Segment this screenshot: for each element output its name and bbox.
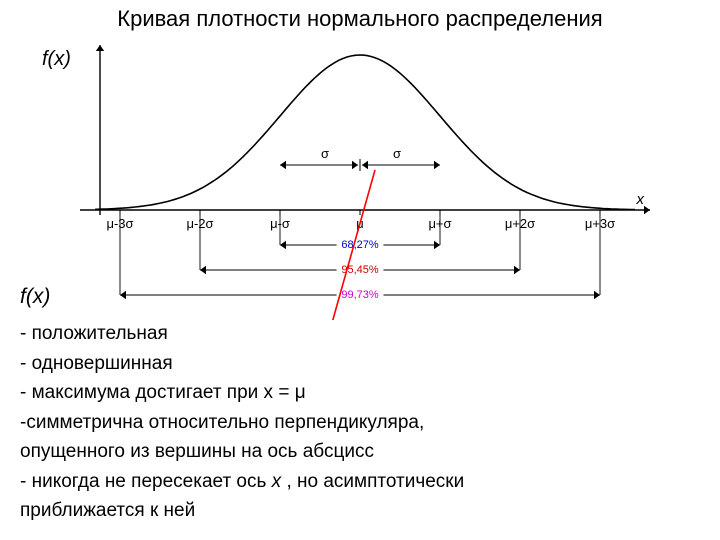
- bullet-asymptote-b: , но асимптотически: [281, 471, 464, 492]
- bullet-positive: - положительная: [20, 320, 700, 348]
- svg-text:σ: σ: [393, 146, 401, 161]
- svg-text:x: x: [636, 191, 645, 208]
- svg-text:99,73%: 99,73%: [341, 289, 379, 301]
- properties-list: - положительная - одновершинная - максим…: [20, 320, 700, 527]
- svg-text:σ: σ: [321, 146, 329, 161]
- bullet-symmetric-2: опущенного из вершины на ось абсцисс: [20, 438, 700, 466]
- bullet-asymptote-2: приближается к ней: [20, 497, 700, 525]
- page-title: Кривая плотности нормального распределен…: [0, 6, 720, 32]
- bullet-max-at-mu: - максимума достигает при x = μ: [20, 379, 700, 407]
- bullet-unimodal: - одновершинная: [20, 350, 700, 378]
- svg-text:68,27%: 68,27%: [341, 239, 379, 251]
- bullet-symmetric-1: -симметрична относительно перпендикуляра…: [20, 409, 700, 437]
- bullet-asymptote: - никогда не пересекает ось x , но асимп…: [20, 468, 700, 496]
- normal-distribution-chart: xμ-3σμ-2σμ-σμμ+σμ+2σμ+3σσσ68,27%95,45%99…: [70, 40, 660, 320]
- bullet-asymptote-a: - никогда не пересекает ось: [20, 471, 272, 492]
- y-axis-label: f(x): [42, 48, 71, 71]
- fx-left-label: f(x): [20, 285, 50, 309]
- bullet-asymptote-x: x: [272, 471, 282, 492]
